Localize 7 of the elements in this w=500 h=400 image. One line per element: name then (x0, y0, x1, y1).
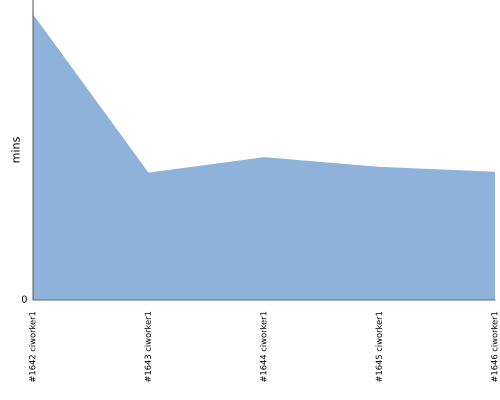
x-tick-label: #1645 ciworker1 (375, 312, 382, 382)
x-tick-label: #1643 ciworker1 (144, 312, 151, 382)
text: 0 (22, 295, 27, 303)
x-tick-label: #1646 ciworker1 (490, 312, 498, 382)
x-tick-label: #1644 ciworker1 (260, 312, 266, 382)
y-axis-title: mins (11, 137, 20, 162)
x-tick-label: #1642 ciworker1 (28, 312, 36, 382)
